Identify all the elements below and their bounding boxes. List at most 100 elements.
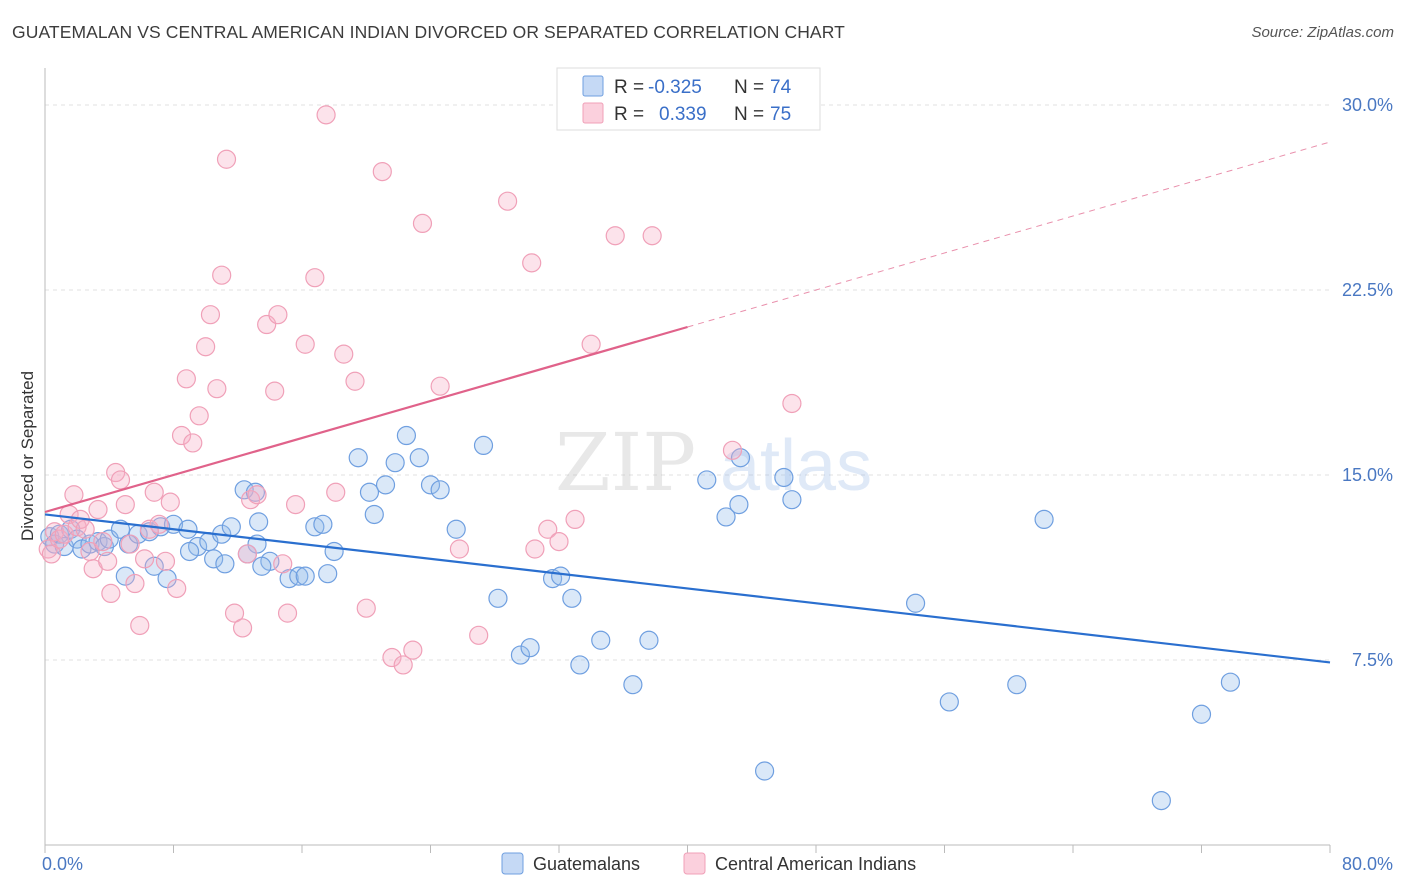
legend-n-value-guatemalans: 74: [770, 77, 792, 98]
point-guatemalans: [1191, 704, 1212, 724]
point-guatemalans: [473, 435, 494, 455]
series-legend-label-central-american-indians: Central American Indians: [715, 854, 916, 874]
point-guatemalans: [305, 517, 325, 537]
axes: [44, 68, 1330, 846]
point-central-american-indians: [93, 531, 113, 552]
point-central-american-indians: [98, 551, 118, 571]
source-label: Source: ZipAtlas.com: [1251, 24, 1394, 41]
point-central-american-indians: [273, 554, 293, 574]
series-legend-swatch-guatemalans: [501, 852, 524, 875]
point-central-american-indians: [538, 519, 558, 539]
legend-r-value-guatemalans: -0.325: [648, 77, 702, 98]
point-guatemalans: [324, 541, 344, 562]
trend-lines: [44, 141, 1331, 664]
point-central-american-indians: [120, 534, 140, 554]
watermark-zip: ZIP: [555, 416, 696, 509]
point-central-american-indians: [125, 573, 145, 594]
point-guatemalans: [623, 675, 643, 695]
point-guatemalans: [639, 630, 659, 650]
point-central-american-indians: [149, 514, 169, 534]
point-guatemalans: [591, 630, 611, 650]
point-central-american-indians: [469, 625, 489, 645]
legend-swatch-central-american-indians: [582, 102, 604, 124]
point-guatemalans: [510, 645, 531, 665]
point-guatemalans: [252, 556, 272, 576]
point-central-american-indians: [277, 603, 298, 623]
point-central-american-indians: [334, 344, 354, 364]
point-central-american-indians: [247, 485, 267, 505]
tick-labels: 7.5% 15.0% 22.5% 30.0% 0.0% 80.0%: [42, 95, 1393, 874]
legend-r-label: R =: [614, 77, 644, 98]
point-central-american-indians: [115, 495, 135, 515]
point-guatemalans: [1220, 672, 1241, 692]
point-guatemalans: [375, 475, 396, 495]
data-points: [38, 105, 1241, 811]
point-central-american-indians: [241, 490, 261, 510]
point-central-american-indians: [722, 440, 743, 460]
point-guatemalans: [359, 482, 380, 502]
point-guatemalans: [179, 541, 200, 562]
point-central-american-indians: [316, 105, 336, 125]
point-central-american-indians: [224, 603, 245, 623]
point-central-american-indians: [75, 519, 95, 539]
point-central-american-indians: [642, 226, 662, 246]
point-central-american-indians: [356, 598, 376, 618]
point-central-american-indians: [110, 470, 131, 490]
point-central-american-indians: [295, 334, 315, 354]
point-central-american-indians: [382, 647, 402, 668]
legend-n-label: N =: [734, 104, 764, 125]
point-central-american-indians: [200, 305, 221, 325]
point-guatemalans: [488, 588, 508, 608]
point-central-american-indians: [232, 618, 253, 638]
point-central-american-indians: [605, 226, 625, 246]
point-guatemalans: [215, 554, 235, 574]
y-axis-title: Divorced or Separated: [18, 371, 37, 541]
point-guatemalans: [774, 467, 794, 488]
point-guatemalans: [782, 490, 802, 510]
point-guatemalans: [730, 448, 751, 468]
point-guatemalans: [430, 480, 450, 500]
point-central-american-indians: [216, 149, 237, 169]
point-central-american-indians: [160, 492, 180, 512]
point-central-american-indians: [41, 544, 62, 564]
legend-n-value-central-american-indians: 75: [770, 104, 791, 125]
point-central-american-indians: [196, 337, 216, 357]
point-central-american-indians: [130, 615, 150, 636]
point-guatemalans: [939, 692, 959, 712]
x-tick-label: 80.0%: [1342, 854, 1393, 874]
point-central-american-indians: [525, 539, 545, 559]
point-guatemalans: [420, 475, 441, 495]
point-guatemalans: [905, 593, 926, 613]
point-guatemalans: [697, 470, 717, 490]
legend-swatch-guatemalans: [582, 75, 604, 97]
point-guatemalans: [562, 588, 582, 608]
point-guatemalans: [348, 448, 368, 468]
point-guatemalans: [234, 480, 254, 500]
point-central-american-indians: [139, 519, 160, 539]
point-central-american-indians: [183, 433, 203, 453]
point-guatemalans: [385, 453, 405, 473]
point-guatemalans: [313, 514, 333, 534]
point-guatemalans: [729, 495, 749, 515]
point-central-american-indians: [393, 655, 413, 675]
point-guatemalans: [364, 504, 384, 525]
chart-title: GUATEMALAN VS CENTRAL AMERICAN INDIAN DI…: [12, 22, 845, 42]
trend-line-central-american-indians: [44, 325, 688, 514]
point-guatemalans: [295, 566, 315, 586]
legend-r-label: R =: [614, 104, 644, 125]
y-tick-label: 15.0%: [1342, 465, 1393, 485]
point-guatemalans: [249, 512, 269, 532]
trend-line-guatemalans: [44, 513, 1331, 664]
point-central-american-indians: [305, 268, 325, 288]
point-central-american-indians: [167, 578, 187, 599]
point-guatemalans: [88, 531, 108, 552]
legend-r-value-central-american-indians: 0.339: [659, 104, 707, 125]
point-central-american-indians: [144, 482, 164, 502]
point-guatemalans: [570, 655, 590, 675]
point-guatemalans: [1007, 675, 1027, 695]
series-legend: Guatemalans Central American Indians: [501, 852, 916, 875]
y-tick-label: 7.5%: [1352, 650, 1393, 670]
point-central-american-indians: [403, 640, 423, 660]
point-central-american-indians: [268, 305, 288, 325]
